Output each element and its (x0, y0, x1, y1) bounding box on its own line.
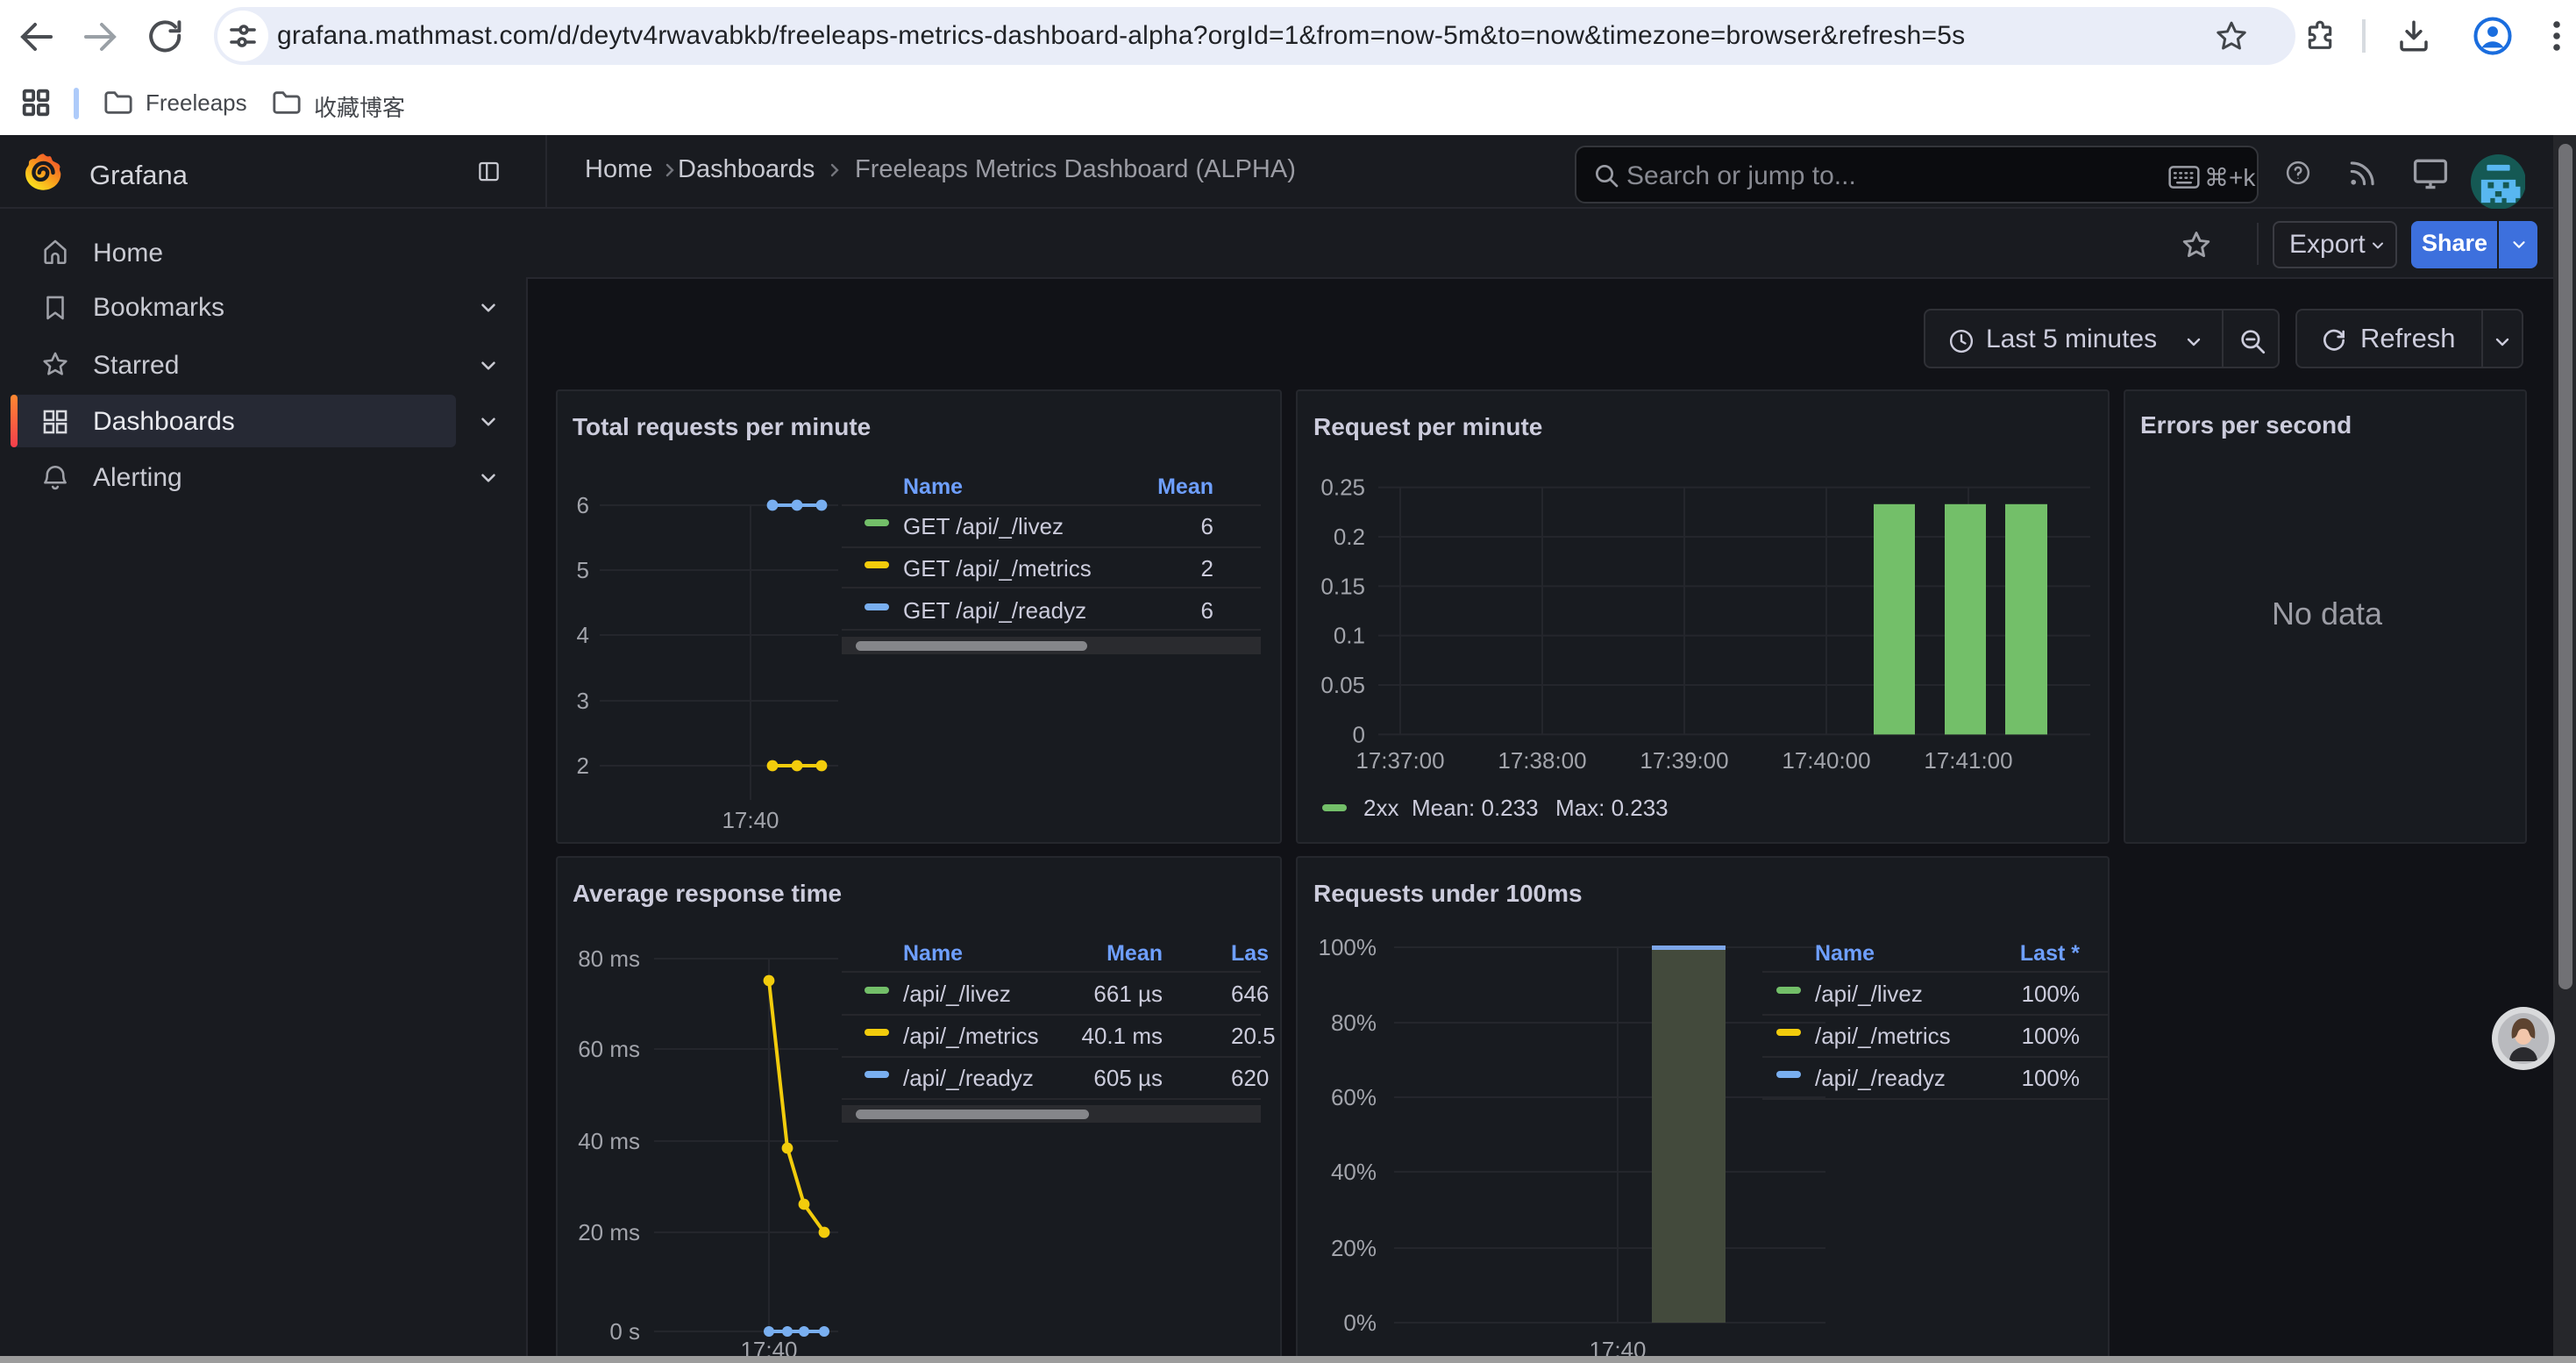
svg-text:5: 5 (577, 557, 589, 583)
svg-text:17:40:00: 17:40:00 (1782, 747, 1870, 774)
svg-text:0 s: 0 s (609, 1317, 640, 1344)
svg-text:4: 4 (577, 622, 589, 648)
svg-text:0.2: 0.2 (1334, 524, 1365, 550)
svg-text:620: 620 (1231, 1064, 1269, 1090)
svg-text:Average response time: Average response time (573, 879, 842, 906)
svg-text:Name: Name (1815, 940, 1875, 965)
svg-text:Requests under 100ms: Requests under 100ms (1313, 879, 1583, 906)
svg-text:0%: 0% (1343, 1309, 1377, 1335)
svg-text:GET /api/_/livez: GET /api/_/livez (903, 513, 1064, 539)
svg-text:6: 6 (577, 492, 589, 518)
svg-text:17:37:00: 17:37:00 (1356, 747, 1444, 774)
svg-text:GET /api/_/metrics: GET /api/_/metrics (903, 555, 1092, 582)
svg-text:20 ms: 20 ms (578, 1218, 640, 1245)
svg-text:17:40: 17:40 (1589, 1336, 1646, 1359)
svg-text:605 µs: 605 µs (1093, 1064, 1163, 1090)
svg-text:Mean: Mean (1157, 475, 1213, 499)
svg-text:20.5 r: 20.5 r (1231, 1022, 1282, 1048)
svg-text:17:40: 17:40 (740, 1336, 797, 1359)
svg-text:80 ms: 80 ms (578, 945, 640, 971)
svg-text:0: 0 (1353, 721, 1365, 747)
svg-text:40.1 ms: 40.1 ms (1082, 1022, 1163, 1048)
svg-text:100%: 100% (2022, 980, 2081, 1006)
svg-text:60 ms: 60 ms (578, 1035, 640, 1061)
svg-text:2: 2 (577, 753, 589, 779)
svg-text:Request per minute: Request per minute (1313, 413, 1542, 440)
svg-text:0.05: 0.05 (1320, 672, 1365, 698)
svg-text:Name: Name (903, 475, 963, 499)
svg-text:/api/_/readyz: /api/_/readyz (903, 1064, 1034, 1090)
svg-text:40 ms: 40 ms (578, 1127, 640, 1153)
svg-text:0.1: 0.1 (1334, 623, 1365, 649)
svg-text:6: 6 (1201, 513, 1213, 539)
svg-text:Name: Name (903, 940, 963, 965)
svg-text:Total requests per minute: Total requests per minute (573, 413, 871, 440)
svg-text:GET /api/_/readyz: GET /api/_/readyz (903, 597, 1086, 624)
svg-text:17:41:00: 17:41:00 (1924, 747, 2012, 774)
svg-text:Mean: Mean (1107, 940, 1163, 965)
svg-text:40%: 40% (1331, 1158, 1377, 1184)
svg-text:80%: 80% (1331, 1009, 1377, 1035)
svg-text:100%: 100% (2022, 1064, 2081, 1090)
svg-text:100%: 100% (2022, 1022, 2081, 1048)
svg-text:/api/_/metrics: /api/_/metrics (903, 1022, 1039, 1048)
svg-text:3: 3 (577, 688, 589, 714)
svg-text:6: 6 (1201, 597, 1213, 624)
svg-text:20%: 20% (1331, 1234, 1377, 1260)
svg-text:/api/_/livez: /api/_/livez (903, 980, 1011, 1006)
svg-text:646: 646 (1231, 980, 1269, 1006)
svg-text:2: 2 (1201, 555, 1213, 582)
svg-text:/api/_/metrics: /api/_/metrics (1815, 1022, 1951, 1048)
svg-text:17:40: 17:40 (722, 807, 779, 833)
svg-text:17:39:00: 17:39:00 (1640, 747, 1728, 774)
svg-text:0.25: 0.25 (1320, 475, 1365, 501)
svg-text:17:38:00: 17:38:00 (1498, 747, 1586, 774)
svg-text:0.15: 0.15 (1320, 573, 1365, 599)
svg-text:2xx: 2xx (1363, 795, 1398, 821)
svg-text:Mean: 0.233: Mean: 0.233 (1412, 795, 1539, 821)
svg-text:Las: Las (1231, 940, 1269, 965)
svg-text:60%: 60% (1331, 1083, 1377, 1110)
svg-text:661 µs: 661 µs (1093, 980, 1163, 1006)
svg-text:/api/_/livez: /api/_/livez (1815, 980, 1923, 1006)
svg-text:Max: 0.233: Max: 0.233 (1555, 795, 1669, 821)
svg-text:Last *: Last * (2020, 940, 2080, 965)
svg-text:/api/_/readyz: /api/_/readyz (1815, 1064, 1946, 1090)
svg-text:100%: 100% (1319, 933, 1377, 960)
